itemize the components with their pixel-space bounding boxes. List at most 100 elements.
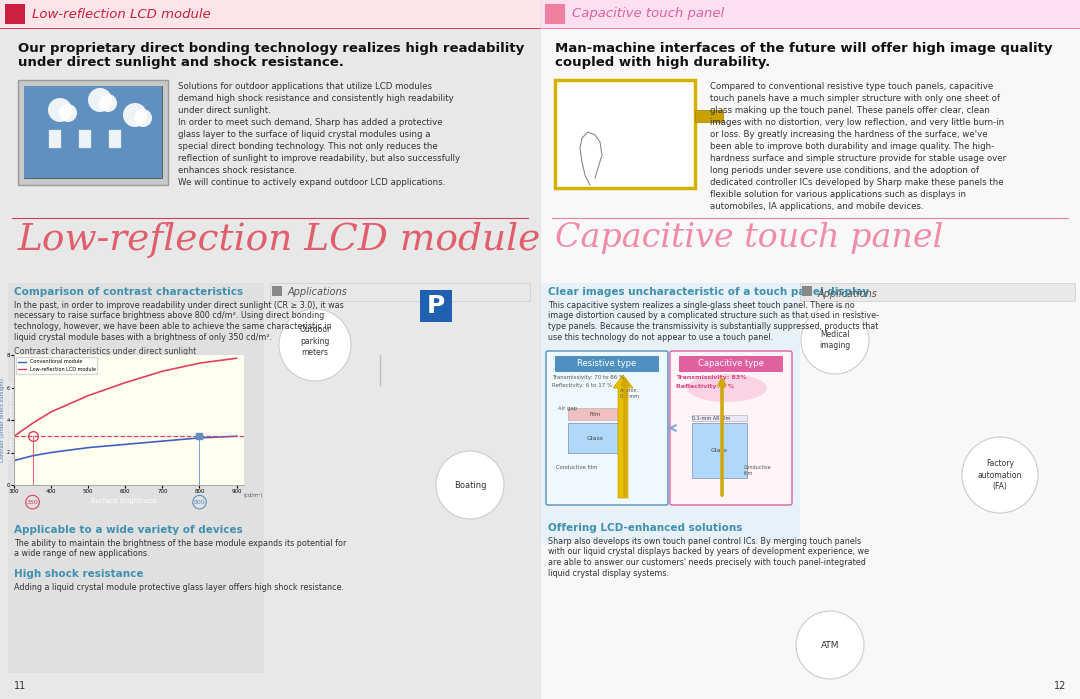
- Text: reflection of sunlight to improve readability, but also successfully: reflection of sunlight to improve readab…: [178, 154, 460, 163]
- Text: Man-machine interfaces of the future will offer high image quality: Man-machine interfaces of the future wil…: [555, 42, 1053, 55]
- Bar: [272, 286, 282, 296]
- Bar: [8, 283, 264, 673]
- Text: are able to answer our customers' needs precisely with touch panel-integrated: are able to answer our customers' needs …: [548, 558, 866, 567]
- Text: P: P: [427, 294, 445, 318]
- Text: special direct bonding technology. This not only reduces the: special direct bonding technology. This …: [178, 142, 437, 151]
- Text: or loss. By greatly increasing the hardness of the surface, we've: or loss. By greatly increasing the hardn…: [710, 130, 987, 139]
- Text: This capacitive system realizes a single-glass sheet touch panel. There is no: This capacitive system realizes a single…: [548, 301, 854, 310]
- Text: Boating: Boating: [454, 480, 486, 489]
- Text: 800: 800: [193, 500, 205, 505]
- Text: technology, however, we have been able to achieve the same characteristic in: technology, however, we have been able t…: [14, 322, 332, 331]
- Text: We will continue to actively expand outdoor LCD applications.: We will continue to actively expand outd…: [178, 178, 445, 187]
- Bar: [5, 4, 25, 24]
- Ellipse shape: [687, 374, 767, 402]
- Text: ATM: ATM: [821, 640, 839, 649]
- Text: image distortion caused by a complicated structure such as that used in resistiv: image distortion caused by a complicated…: [548, 312, 879, 321]
- Text: Factory
automation
(FA): Factory automation (FA): [977, 459, 1022, 491]
- Text: hardness surface and simple structure provide for stable usage over: hardness surface and simple structure pr…: [710, 154, 1007, 163]
- Circle shape: [87, 88, 112, 112]
- Text: with our liquid crystal displays backed by years of development experience, we: with our liquid crystal displays backed …: [548, 547, 869, 556]
- Polygon shape: [613, 375, 633, 498]
- Circle shape: [279, 309, 351, 381]
- Text: In the past, in order to improve readability under direct sunlight (CR ≥ 3.0), i: In the past, in order to improve readabi…: [14, 301, 343, 310]
- Circle shape: [123, 103, 147, 127]
- Bar: [79, 130, 91, 148]
- Text: Resistive type: Resistive type: [578, 359, 636, 368]
- Text: 11: 11: [14, 681, 26, 691]
- Bar: [0, 0, 540, 699]
- Text: long periods under severe use conditions, and the adoption of: long periods under severe use conditions…: [710, 166, 978, 175]
- Circle shape: [134, 109, 152, 127]
- Text: images with no distortion, very low reflection, and very little burn-in: images with no distortion, very low refl…: [710, 118, 1004, 127]
- Bar: [540, 283, 800, 543]
- Text: Surface brightness: Surface brightness: [92, 498, 157, 504]
- Y-axis label: Contrast (under direct sunlight): Contrast (under direct sunlight): [0, 378, 5, 462]
- Bar: [109, 130, 121, 148]
- Bar: [692, 423, 747, 478]
- Text: demand high shock resistance and consistently high readability: demand high shock resistance and consist…: [178, 94, 454, 103]
- Bar: [568, 408, 623, 420]
- Text: dedicated controller ICs developed by Sharp make these panels the: dedicated controller ICs developed by Sh…: [710, 178, 1003, 187]
- Text: Comparison of contrast characteristics: Comparison of contrast characteristics: [14, 287, 243, 297]
- Circle shape: [436, 451, 504, 519]
- Text: been able to improve both durability and image quality. The high-: been able to improve both durability and…: [710, 142, 995, 151]
- Bar: [545, 4, 565, 24]
- Text: enhances shock resistance.: enhances shock resistance.: [178, 166, 297, 175]
- Text: glass layer to the surface of liquid crystal modules using a: glass layer to the surface of liquid cry…: [178, 130, 431, 139]
- Text: a wide range of new applications.: a wide range of new applications.: [14, 549, 149, 558]
- Text: Conductive
film: Conductive film: [744, 465, 771, 476]
- Text: High shock resistance: High shock resistance: [14, 569, 144, 579]
- Text: touch panels have a much simpler structure with only one sheet of: touch panels have a much simpler structu…: [710, 94, 1000, 103]
- Legend: Conventional module, Low-reflection LCD module: Conventional module, Low-reflection LCD …: [16, 357, 97, 374]
- Circle shape: [796, 611, 864, 679]
- Bar: [692, 415, 747, 421]
- Text: Air gap: Air gap: [558, 406, 577, 411]
- Bar: [270, 283, 530, 301]
- Text: liquid crystal module bases with a brightness of only 350 cd/m².: liquid crystal module bases with a brigh…: [14, 333, 272, 342]
- Circle shape: [99, 94, 117, 112]
- Text: Low-reflection LCD module: Low-reflection LCD module: [32, 8, 211, 20]
- Text: liquid crystal display systems.: liquid crystal display systems.: [548, 568, 669, 577]
- Text: Conductive film: Conductive film: [556, 465, 597, 470]
- Bar: [555, 80, 696, 188]
- FancyBboxPatch shape: [555, 356, 659, 372]
- Text: under direct sunlight and shock resistance.: under direct sunlight and shock resistan…: [18, 56, 343, 69]
- Text: (cd/m²): (cd/m²): [244, 493, 264, 498]
- Bar: [696, 110, 723, 122]
- Text: Compared to conventional resistive type touch panels, capacitive: Compared to conventional resistive type …: [710, 82, 994, 91]
- Circle shape: [59, 104, 77, 122]
- Text: use this technology do not appear to use a touch panel.: use this technology do not appear to use…: [548, 333, 773, 342]
- Bar: [540, 0, 1080, 28]
- Text: Reflectivity: 6 to 17 %: Reflectivity: 6 to 17 %: [552, 383, 612, 388]
- Text: Applications: Applications: [288, 287, 348, 297]
- Text: 350: 350: [27, 500, 39, 505]
- Text: Transmissivity: 83%: Transmissivity: 83%: [676, 375, 746, 380]
- Circle shape: [48, 98, 72, 122]
- Text: Glass: Glass: [711, 449, 728, 454]
- Circle shape: [962, 437, 1038, 513]
- Bar: [802, 286, 812, 296]
- Text: Transmissivity: 70 to 86 %: Transmissivity: 70 to 86 %: [552, 375, 624, 380]
- Bar: [800, 283, 1075, 301]
- FancyBboxPatch shape: [679, 356, 783, 372]
- Bar: [24, 86, 162, 178]
- Text: 0.1-mm AR film: 0.1-mm AR film: [692, 417, 730, 421]
- Text: type panels. Because the transmissivity is substantially suppressed, products th: type panels. Because the transmissivity …: [548, 322, 878, 331]
- FancyBboxPatch shape: [670, 351, 792, 505]
- Text: Approx.
0.3 mm: Approx. 0.3 mm: [620, 388, 639, 399]
- Circle shape: [801, 306, 869, 374]
- Text: Contrast (under direct sunlight): Contrast (under direct sunlight): [10, 381, 14, 459]
- Text: Medical
imaging: Medical imaging: [820, 330, 851, 350]
- Bar: [420, 290, 453, 322]
- Text: Capacitive touch panel: Capacitive touch panel: [572, 8, 724, 20]
- Text: necessary to raise surface brightness above 800 cd/m². Using direct bonding: necessary to raise surface brightness ab…: [14, 312, 324, 321]
- Text: Our proprietary direct bonding technology realizes high readability: Our proprietary direct bonding technolog…: [18, 42, 524, 55]
- Text: Reflectivity: 3 %: Reflectivity: 3 %: [676, 384, 734, 389]
- Bar: [540, 0, 1080, 699]
- Text: The ability to maintain the brightness of the base module expands its potential : The ability to maintain the brightness o…: [14, 539, 347, 548]
- Text: Glass: Glass: [586, 435, 604, 440]
- Text: automobiles, IA applications, and mobile devices.: automobiles, IA applications, and mobile…: [710, 202, 923, 211]
- Text: Low-reflection LCD module: Low-reflection LCD module: [18, 222, 541, 258]
- Text: Clear images uncharacteristic of a touch panel display: Clear images uncharacteristic of a touch…: [548, 287, 869, 297]
- Text: glass making up the touch panel. These panels offer clear, clean: glass making up the touch panel. These p…: [710, 106, 990, 115]
